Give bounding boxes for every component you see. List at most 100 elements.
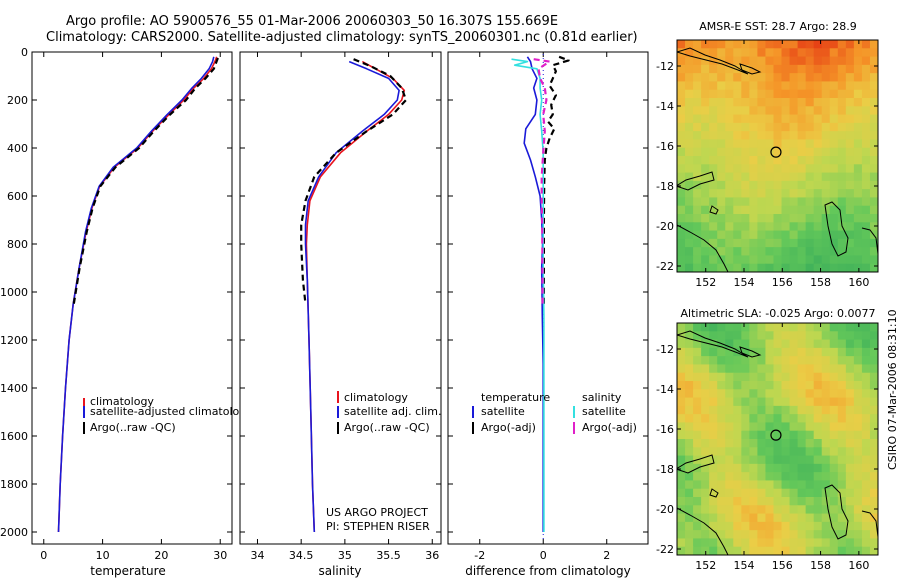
heatmap-cell: [853, 422, 863, 432]
heatmap-cell: [829, 131, 839, 141]
heatmap-cell: [757, 131, 767, 141]
heatmap-cell: [677, 430, 686, 440]
heatmap-cell: [821, 263, 831, 272]
heatmap-cell: [717, 48, 726, 58]
series-line-satellite-adjusted-climatology: [57, 56, 215, 533]
heatmap-cell: [733, 521, 742, 531]
heatmap-cell: [861, 447, 871, 457]
heatmap-cell: [693, 230, 702, 240]
heatmap-cell: [861, 414, 871, 424]
heatmap-cell: [829, 106, 839, 116]
heatmap-cell: [725, 247, 734, 257]
heatmap-cell: [813, 455, 823, 465]
heatmap-cell: [869, 497, 878, 506]
heatmap-cell: [861, 98, 871, 107]
heatmap-cell: [781, 546, 791, 555]
heatmap-cell: [829, 521, 839, 531]
heatmap-cell: [789, 247, 799, 257]
heatmap-cell: [845, 64, 855, 74]
heatmap-cell: [749, 147, 758, 157]
heatmap-cell: [693, 513, 702, 523]
heatmap-cell: [725, 455, 734, 465]
heatmap-cell: [709, 114, 718, 124]
heatmap-cell: [869, 64, 878, 74]
heatmap-cell: [773, 247, 783, 257]
heatmap-cell: [765, 81, 775, 91]
heatmap-cell: [845, 98, 855, 107]
heatmap-cell: [717, 356, 726, 366]
legend-label-sal-satellite: satellite adj. clim.: [344, 405, 441, 418]
heatmap-cell: [869, 172, 878, 182]
heatmap-cell: [773, 48, 783, 58]
heatmap-cell: [773, 405, 783, 415]
heatmap-cell: [749, 56, 758, 66]
heatmap-cell: [765, 331, 775, 341]
heatmap-cell: [765, 521, 775, 531]
heatmap-cell: [829, 89, 839, 99]
map-x-tick-label: 152: [695, 559, 716, 572]
heatmap-cell: [709, 238, 718, 248]
heatmap-cell: [709, 89, 718, 99]
pi-label: PI: STEPHEN RISER: [326, 520, 430, 533]
heatmap-cell: [837, 323, 847, 332]
heatmap-cell: [693, 114, 702, 124]
heatmap-cell: [821, 414, 831, 424]
temperature-legend: climatology satellite-adjusted climatolo…: [83, 395, 253, 434]
heatmap-cell: [701, 422, 710, 432]
heatmap-cell: [701, 189, 710, 199]
heatmap-cell: [853, 122, 863, 132]
heatmap-cell: [797, 255, 807, 265]
heatmap-cell: [693, 56, 702, 66]
heatmap-cell: [829, 538, 839, 548]
heatmap-cell: [677, 414, 686, 424]
heatmap-cell: [757, 472, 767, 482]
x-tick-label: 10: [96, 549, 110, 562]
heatmap-cell: [813, 114, 823, 124]
heatmap-cell: [733, 488, 742, 498]
heatmap-cell: [677, 389, 686, 399]
heatmap-cell: [733, 455, 742, 465]
heatmap-cell: [853, 538, 863, 548]
heatmap-cell: [837, 255, 847, 265]
heatmap-cell: [701, 230, 710, 240]
heatmap-cell: [829, 405, 839, 415]
heatmap-cell: [805, 222, 815, 232]
heatmap-cell: [853, 331, 863, 341]
heatmap-cell: [733, 214, 742, 223]
heatmap-cell: [789, 546, 799, 555]
heatmap-cell: [757, 122, 767, 132]
heatmap-cell: [821, 230, 831, 240]
heatmap-cell: [821, 397, 831, 407]
heatmap-cell: [813, 405, 823, 415]
heatmap-cell: [693, 122, 702, 132]
heatmap-cell: [797, 164, 807, 174]
heatmap-cell: [797, 472, 807, 482]
heatmap-cell: [701, 81, 710, 91]
heatmap-cell: [853, 430, 863, 440]
heatmap-cell: [869, 73, 878, 83]
heatmap-cell: [749, 381, 758, 390]
x-tick-label: 2: [603, 549, 610, 562]
series-line-argo-raw-qc-: [300, 58, 408, 305]
heatmap-cell: [821, 331, 831, 341]
heatmap-cell: [789, 356, 799, 366]
heatmap-cell: [869, 347, 878, 357]
heatmap-cell: [741, 106, 750, 116]
heatmap-cell: [797, 131, 807, 141]
heatmap-cell: [805, 472, 815, 482]
heatmap-cell: [709, 48, 718, 58]
series-line-satellite-adj-clim-: [304, 60, 400, 533]
heatmap-cell: [789, 372, 799, 382]
heatmap-cell: [757, 488, 767, 498]
heatmap-cell: [685, 405, 694, 415]
heatmap-cell: [797, 106, 807, 116]
heatmap-cell: [749, 205, 758, 215]
heatmap-cell: [821, 472, 831, 482]
heatmap-cell: [821, 172, 831, 182]
heatmap-cell: [853, 172, 863, 182]
heatmap-cell: [837, 414, 847, 424]
heatmap-cell: [701, 364, 710, 374]
heatmap-cell: [741, 189, 750, 199]
heatmap-cell: [717, 189, 726, 199]
heatmap-cell: [821, 139, 831, 149]
